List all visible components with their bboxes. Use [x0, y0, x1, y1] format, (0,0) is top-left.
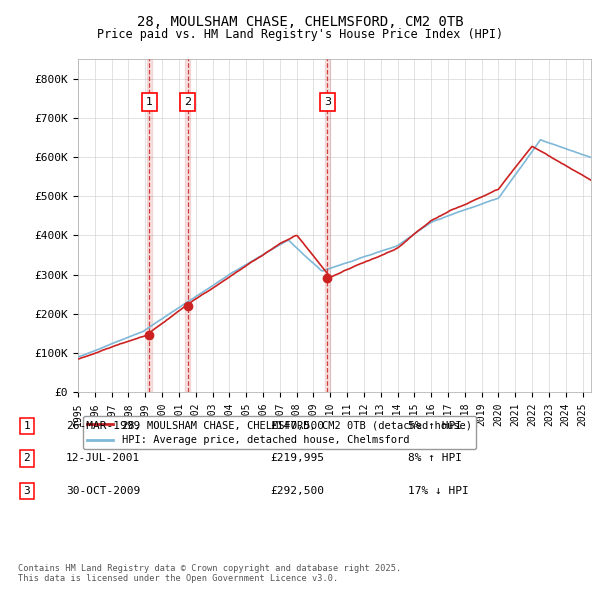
Text: 1: 1: [146, 97, 152, 107]
Text: 5% ↑ HPI: 5% ↑ HPI: [408, 421, 462, 431]
Text: £219,995: £219,995: [270, 454, 324, 463]
Bar: [185, 59, 190, 392]
Text: 8% ↑ HPI: 8% ↑ HPI: [408, 454, 462, 463]
Text: 2: 2: [184, 97, 191, 107]
Text: 3: 3: [23, 486, 31, 496]
Bar: [325, 59, 330, 392]
Legend: 28, MOULSHAM CHASE, CHELMSFORD, CM2 0TB (detached house), HPI: Average price, de: 28, MOULSHAM CHASE, CHELMSFORD, CM2 0TB …: [83, 416, 476, 450]
Text: 26-MAR-1999: 26-MAR-1999: [66, 421, 140, 431]
Bar: [146, 59, 152, 392]
Text: £147,500: £147,500: [270, 421, 324, 431]
Text: 12-JUL-2001: 12-JUL-2001: [66, 454, 140, 463]
Text: 28, MOULSHAM CHASE, CHELMSFORD, CM2 0TB: 28, MOULSHAM CHASE, CHELMSFORD, CM2 0TB: [137, 15, 463, 29]
Text: Price paid vs. HM Land Registry's House Price Index (HPI): Price paid vs. HM Land Registry's House …: [97, 28, 503, 41]
Text: 2: 2: [23, 454, 31, 463]
Text: £292,500: £292,500: [270, 486, 324, 496]
Text: Contains HM Land Registry data © Crown copyright and database right 2025.
This d: Contains HM Land Registry data © Crown c…: [18, 563, 401, 583]
Text: 3: 3: [324, 97, 331, 107]
Text: 1: 1: [23, 421, 31, 431]
Text: 17% ↓ HPI: 17% ↓ HPI: [408, 486, 469, 496]
Text: 30-OCT-2009: 30-OCT-2009: [66, 486, 140, 496]
